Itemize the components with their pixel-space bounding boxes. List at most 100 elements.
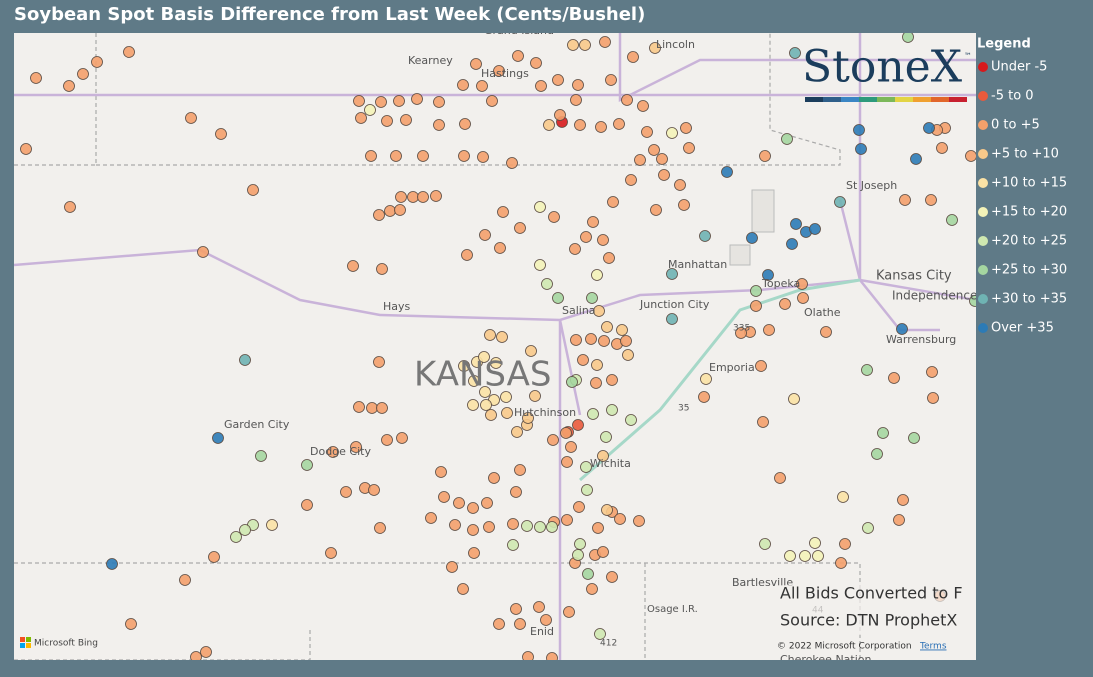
- bid-point: [581, 484, 593, 496]
- legend-label: 0 to +5: [991, 118, 1040, 133]
- borders: [14, 33, 861, 660]
- bid-point: [350, 441, 362, 453]
- bid-point: [591, 269, 603, 281]
- bid-point: [759, 538, 771, 550]
- bid-point: [572, 79, 584, 91]
- bid-point: [871, 448, 883, 460]
- bid-point: [561, 456, 573, 468]
- bid-point: [637, 100, 649, 112]
- legend-label: +30 to +35: [991, 292, 1067, 307]
- bid-point: [374, 522, 386, 534]
- bid-point: [606, 404, 618, 416]
- bid-point: [534, 201, 546, 213]
- bid-point: [490, 357, 502, 369]
- bid-point: [570, 334, 582, 346]
- place-label: Enid: [530, 625, 554, 638]
- bid-point: [593, 305, 605, 317]
- bid-point: [790, 218, 802, 230]
- bid-point: [457, 79, 469, 91]
- bid-point: [543, 119, 555, 131]
- bid-point: [457, 583, 469, 595]
- bid-point: [926, 366, 938, 378]
- bid-point: [400, 114, 412, 126]
- bid-point: [699, 230, 711, 242]
- bid-point: [230, 531, 242, 543]
- bid-point: [554, 109, 566, 121]
- bid-point: [522, 412, 534, 424]
- legend-swatch: [978, 120, 988, 130]
- legend-label: Over +35: [991, 321, 1054, 336]
- bid-point: [301, 459, 313, 471]
- place-label: Junction City: [639, 298, 710, 311]
- bid-point: [613, 118, 625, 130]
- bid-point: [384, 205, 396, 217]
- bid-point: [185, 112, 197, 124]
- bid-point: [616, 324, 628, 336]
- note: Source: DTN ProphetX: [780, 611, 957, 630]
- bid-point: [820, 326, 832, 338]
- logo-segment: [823, 97, 841, 102]
- bid-point: [853, 124, 865, 136]
- logo-segment: [931, 97, 949, 102]
- bid-point: [565, 441, 577, 453]
- legend-label: -5 to 0: [991, 89, 1034, 104]
- bid-point: [666, 127, 678, 139]
- bid-point: [927, 392, 939, 404]
- bid-point: [375, 96, 387, 108]
- bid-point: [381, 434, 393, 446]
- place-label: KANSAS: [414, 355, 551, 395]
- bid-point: [656, 153, 668, 165]
- logo-segment: [895, 97, 913, 102]
- bid-point: [601, 504, 613, 516]
- bid-point: [493, 65, 505, 77]
- bid-point: [649, 42, 661, 54]
- bid-point: [461, 249, 473, 261]
- note: All Bids Converted to F: [780, 584, 963, 603]
- bid-point: [479, 229, 491, 241]
- bid-point: [486, 95, 498, 107]
- terms-link[interactable]: Terms: [919, 642, 947, 652]
- bid-point: [579, 39, 591, 51]
- bid-point: [597, 234, 609, 246]
- bid-point: [580, 461, 592, 473]
- legend-label: +5 to +10: [991, 147, 1059, 162]
- bid-point: [896, 323, 908, 335]
- bid-point: [899, 194, 911, 206]
- bid-point: [622, 349, 634, 361]
- bid-point: [266, 519, 278, 531]
- bid-point: [572, 419, 584, 431]
- bid-point: [30, 72, 42, 84]
- bid-point: [438, 491, 450, 503]
- bid-point: [620, 335, 632, 347]
- roads: [14, 33, 976, 660]
- bid-point: [580, 231, 592, 243]
- map-bg: [14, 33, 976, 660]
- bid-point: [91, 56, 103, 68]
- bid-point: [467, 524, 479, 536]
- legend-swatch: [978, 236, 988, 246]
- bid-point: [855, 143, 867, 155]
- bid-point: [522, 651, 534, 660]
- bid-point: [215, 128, 227, 140]
- bid-point: [64, 201, 76, 213]
- bid-point: [63, 80, 75, 92]
- bid-point: [680, 122, 692, 134]
- bid-point: [925, 194, 937, 206]
- legend-label: +10 to +15: [991, 176, 1067, 191]
- bid-point: [592, 522, 604, 534]
- bid-point: [458, 150, 470, 162]
- bid-point: [788, 393, 800, 405]
- bid-point: [197, 246, 209, 258]
- bid-point: [540, 614, 552, 626]
- bid-point: [393, 95, 405, 107]
- bid-point: [390, 150, 402, 162]
- bid-point: [510, 486, 522, 498]
- bid-point: [373, 209, 385, 221]
- bid-point: [501, 407, 513, 419]
- bid-point: [735, 327, 747, 339]
- bid-point: [570, 94, 582, 106]
- bid-point: [255, 450, 267, 462]
- logo-segment: [913, 97, 931, 102]
- bid-point: [763, 324, 775, 336]
- title: Soybean Spot Basis Difference from Last …: [14, 4, 645, 25]
